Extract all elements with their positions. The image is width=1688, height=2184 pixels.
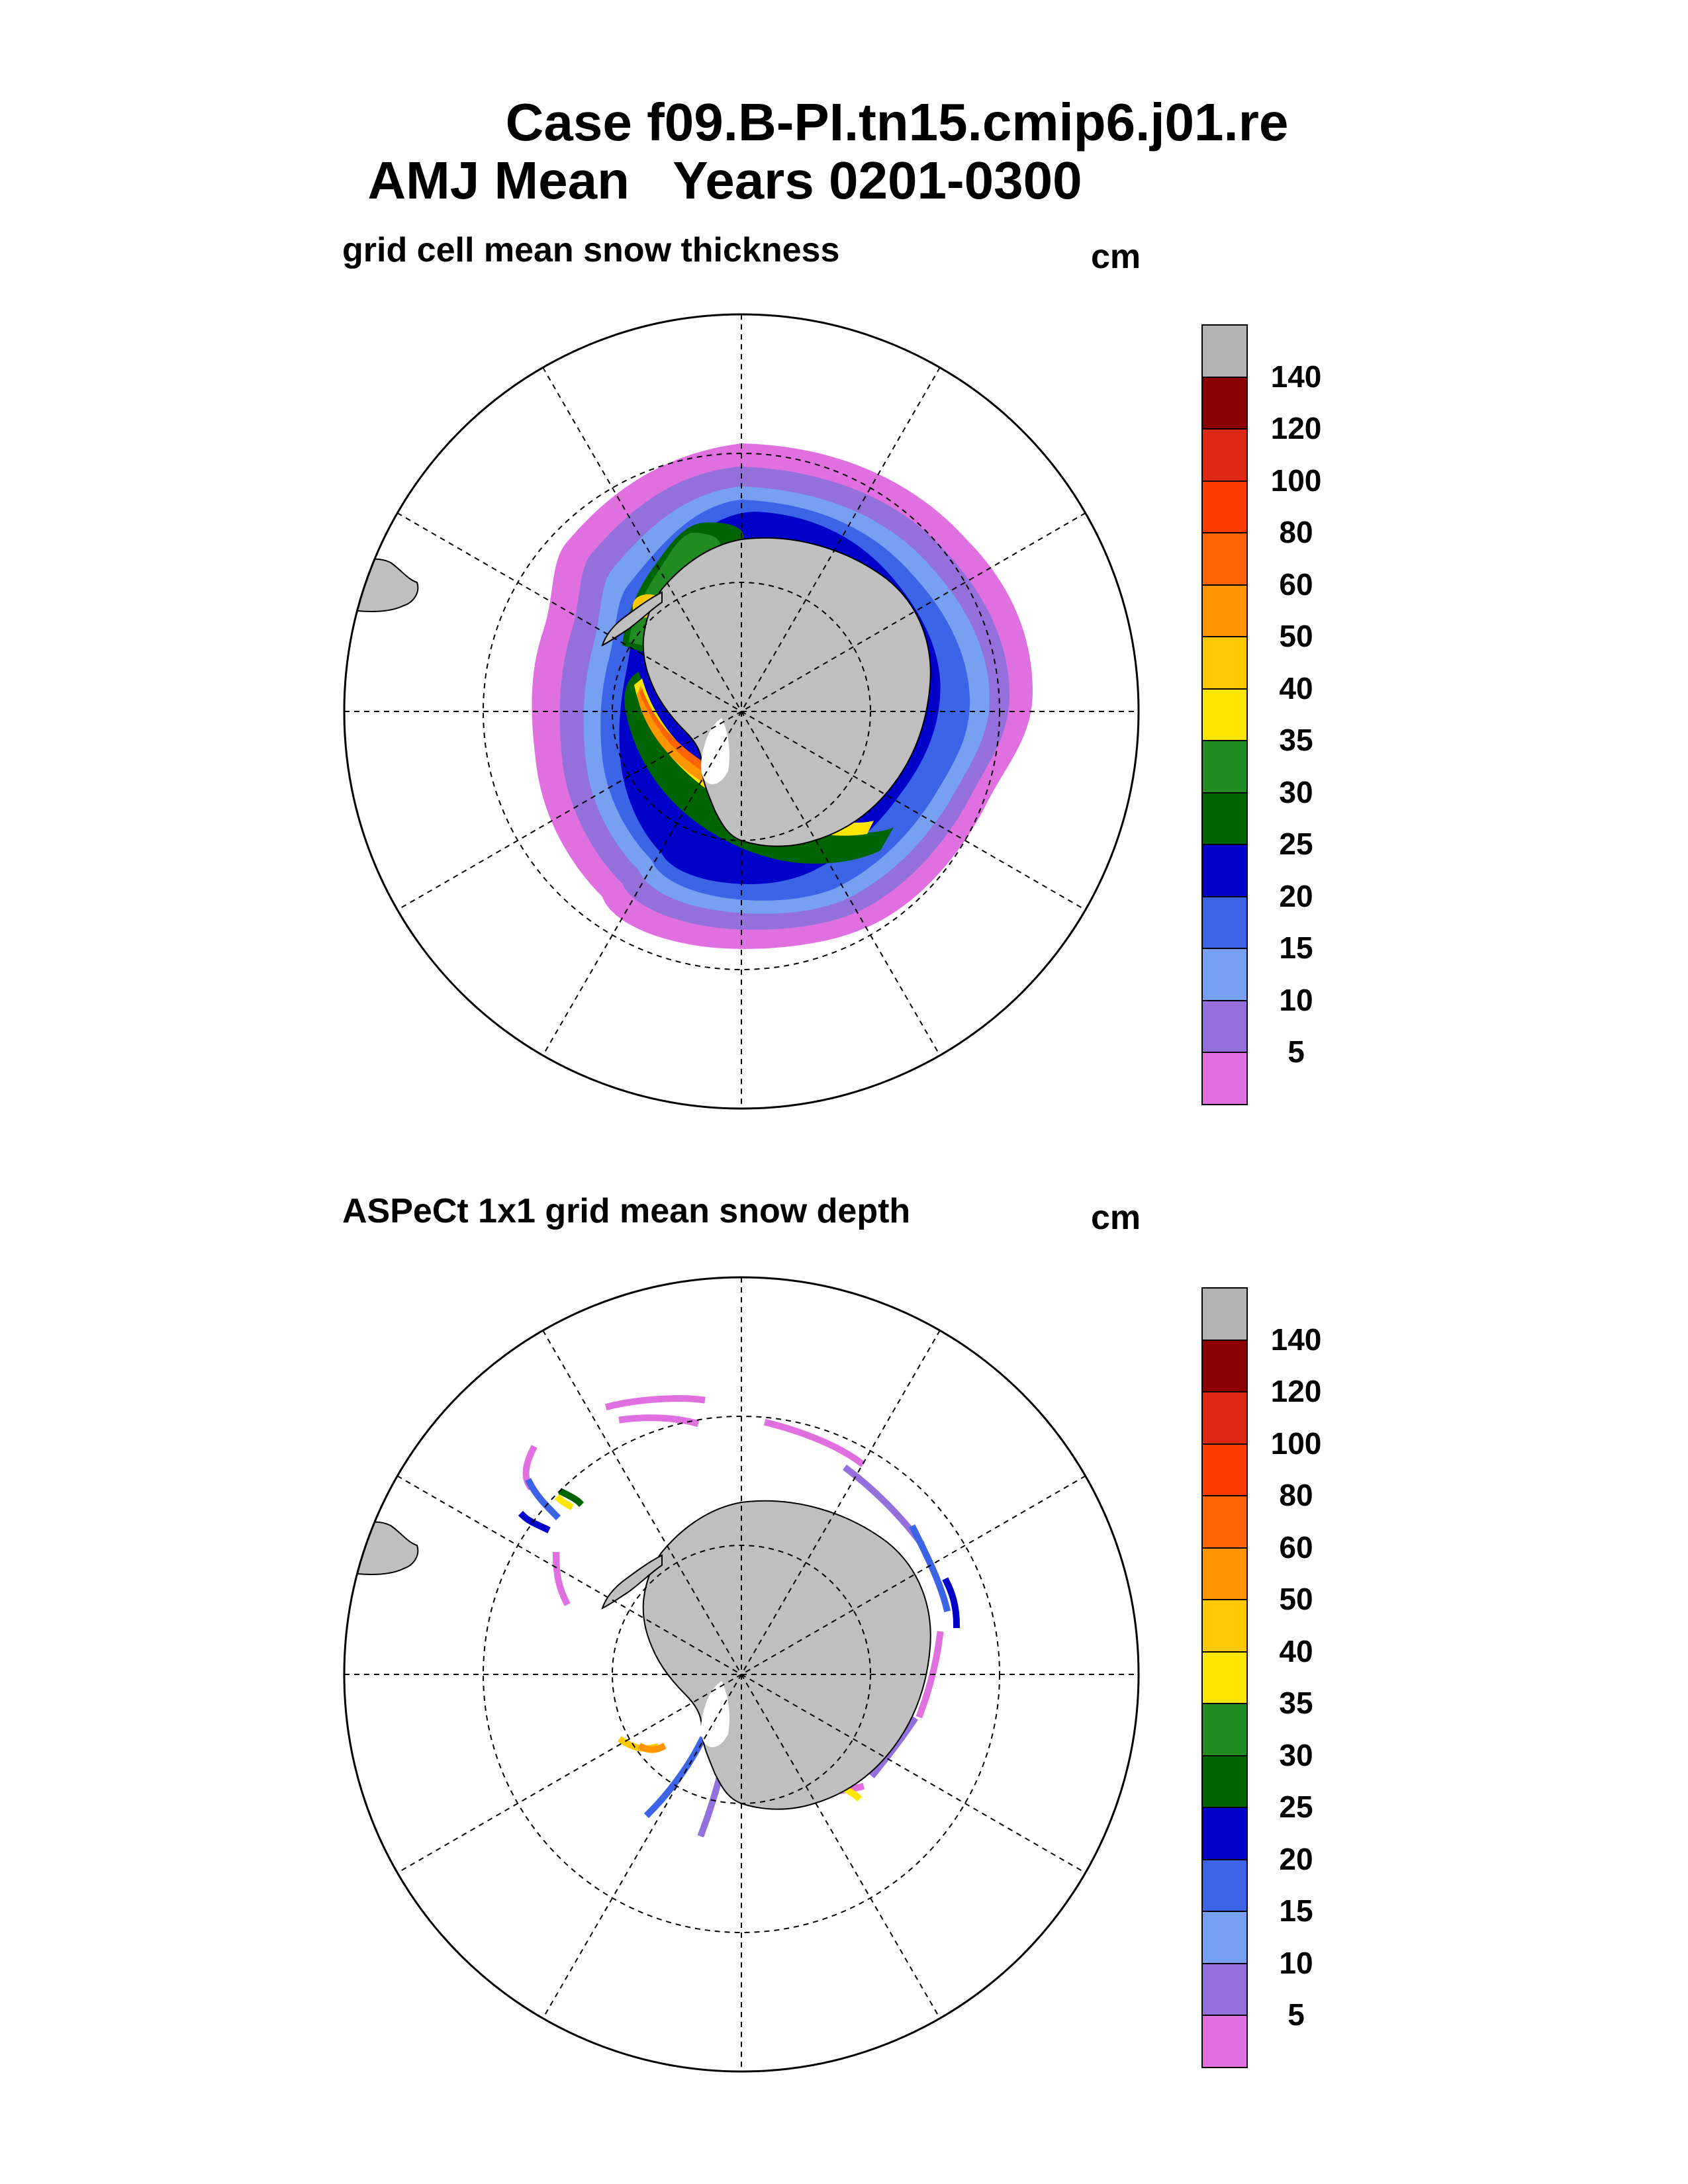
colorbar-tick-label: 140	[1270, 1322, 1322, 1357]
colorbar-segment	[1201, 1858, 1248, 1912]
colorbar-segment	[1201, 999, 1248, 1053]
colorbar-2	[1201, 1287, 1250, 2068]
colorbar-segment	[1201, 584, 1248, 637]
ross-sea-gap-2	[700, 1681, 729, 1747]
colorbar-segment	[1201, 1287, 1248, 1341]
colorbar-tick-label: 5	[1288, 1034, 1305, 1069]
colorbar-segment	[1201, 688, 1248, 741]
colorbar-tick-label: 80	[1279, 1478, 1313, 1512]
snow-depth-obs-map	[343, 1276, 1140, 2073]
colorbar-tick-label: 25	[1279, 827, 1313, 861]
colorbar-segment	[1201, 844, 1248, 897]
panel-2-units: cm	[1091, 1199, 1141, 1237]
colorbar-tick-label: 140	[1270, 359, 1322, 394]
colorbar-segment	[1201, 1495, 1248, 1549]
colorbar-tick-label: 100	[1270, 1426, 1322, 1461]
colorbar-tick-label: 5	[1288, 1997, 1305, 2032]
colorbar-tick-label: 60	[1279, 1529, 1313, 1565]
panel-2-title: ASPeCt 1x1 grid mean snow depth	[342, 1192, 911, 1230]
graticule	[344, 314, 1139, 1109]
colorbar-segment	[1201, 532, 1248, 586]
colorbar-tick-label: 80	[1279, 515, 1313, 549]
colorbar-tick-label: 120	[1270, 411, 1322, 445]
colorbar-tick-label: 25	[1279, 1790, 1313, 1824]
ross-sea-gap	[700, 718, 729, 784]
colorbar-tick-label: 60	[1279, 567, 1313, 602]
antarctic-peninsula-2	[601, 1554, 663, 1610]
colorbar-tick-label: 35	[1279, 1686, 1313, 1720]
colorbar-tick-label: 40	[1279, 670, 1313, 705]
panel-1-title: grid cell mean snow thickness	[342, 231, 840, 269]
colorbar-segment	[1201, 1754, 1248, 1808]
colorbar-segment	[1201, 376, 1248, 430]
colorbar-segment	[1201, 1962, 1248, 2016]
colorbar-segment	[1201, 1703, 1248, 1756]
colorbar-segment	[1201, 948, 1248, 1001]
colorbar-tick-label: 100	[1270, 463, 1322, 498]
colorbar-segment	[1201, 1052, 1248, 1105]
colorbar-tick-label: 10	[1279, 982, 1313, 1017]
colorbar-segment	[1201, 1547, 1248, 1600]
colorbar-segment	[1201, 740, 1248, 794]
colorbar-segment	[1201, 1339, 1248, 1392]
colorbar-tick-label: 15	[1279, 931, 1313, 965]
colorbar-tick-label: 10	[1279, 1945, 1313, 1980]
figure-subtitle: AMJ Mean Years 0201-0300	[367, 151, 1082, 210]
colorbar-tick-label: 30	[1279, 774, 1313, 809]
colorbar-segment	[1201, 1443, 1248, 1496]
obs-tracks	[518, 1395, 961, 1838]
colorbar-tick-label: 50	[1279, 619, 1313, 653]
colorbar-tick-label: 40	[1279, 1633, 1313, 1668]
colorbar-tick-label: 35	[1279, 723, 1313, 757]
colorbar-tick-label: 30	[1279, 1737, 1313, 1772]
colorbar-tick-label: 50	[1279, 1582, 1313, 1616]
colorbar-segment	[1201, 636, 1248, 690]
colorbar-segment	[1201, 792, 1248, 845]
snow-thickness-map	[343, 313, 1140, 1110]
south-america-landmass-2	[344, 1521, 419, 1576]
graticule-2	[344, 1277, 1139, 2071]
colorbar-segment	[1201, 1911, 1248, 1964]
south-america-landmass	[344, 558, 419, 613]
colorbar-segment	[1201, 2015, 1248, 2068]
colorbar-tick-label: 15	[1279, 1893, 1313, 1928]
panel-1-units: cm	[1091, 238, 1141, 276]
colorbar-tick-label: 120	[1270, 1374, 1322, 1408]
antarctic-peninsula	[601, 591, 663, 647]
colorbar-segment	[1201, 1807, 1248, 1860]
figure-title: Case f09.B-PI.tn15.cmip6.j01.re	[505, 93, 1289, 152]
colorbar-segment	[1201, 895, 1248, 949]
colorbar-1	[1201, 324, 1250, 1105]
colorbar-segment	[1201, 1651, 1248, 1704]
colorbar-segment	[1201, 1599, 1248, 1653]
colorbar-segment	[1201, 324, 1248, 378]
colorbar-tick-label: 20	[1279, 878, 1313, 913]
colorbar-segment	[1201, 1391, 1248, 1445]
colorbar-segment	[1201, 428, 1248, 482]
colorbar-tick-label: 20	[1279, 1841, 1313, 1876]
colorbar-segment	[1201, 480, 1248, 533]
snow-band-30b	[624, 672, 894, 864]
